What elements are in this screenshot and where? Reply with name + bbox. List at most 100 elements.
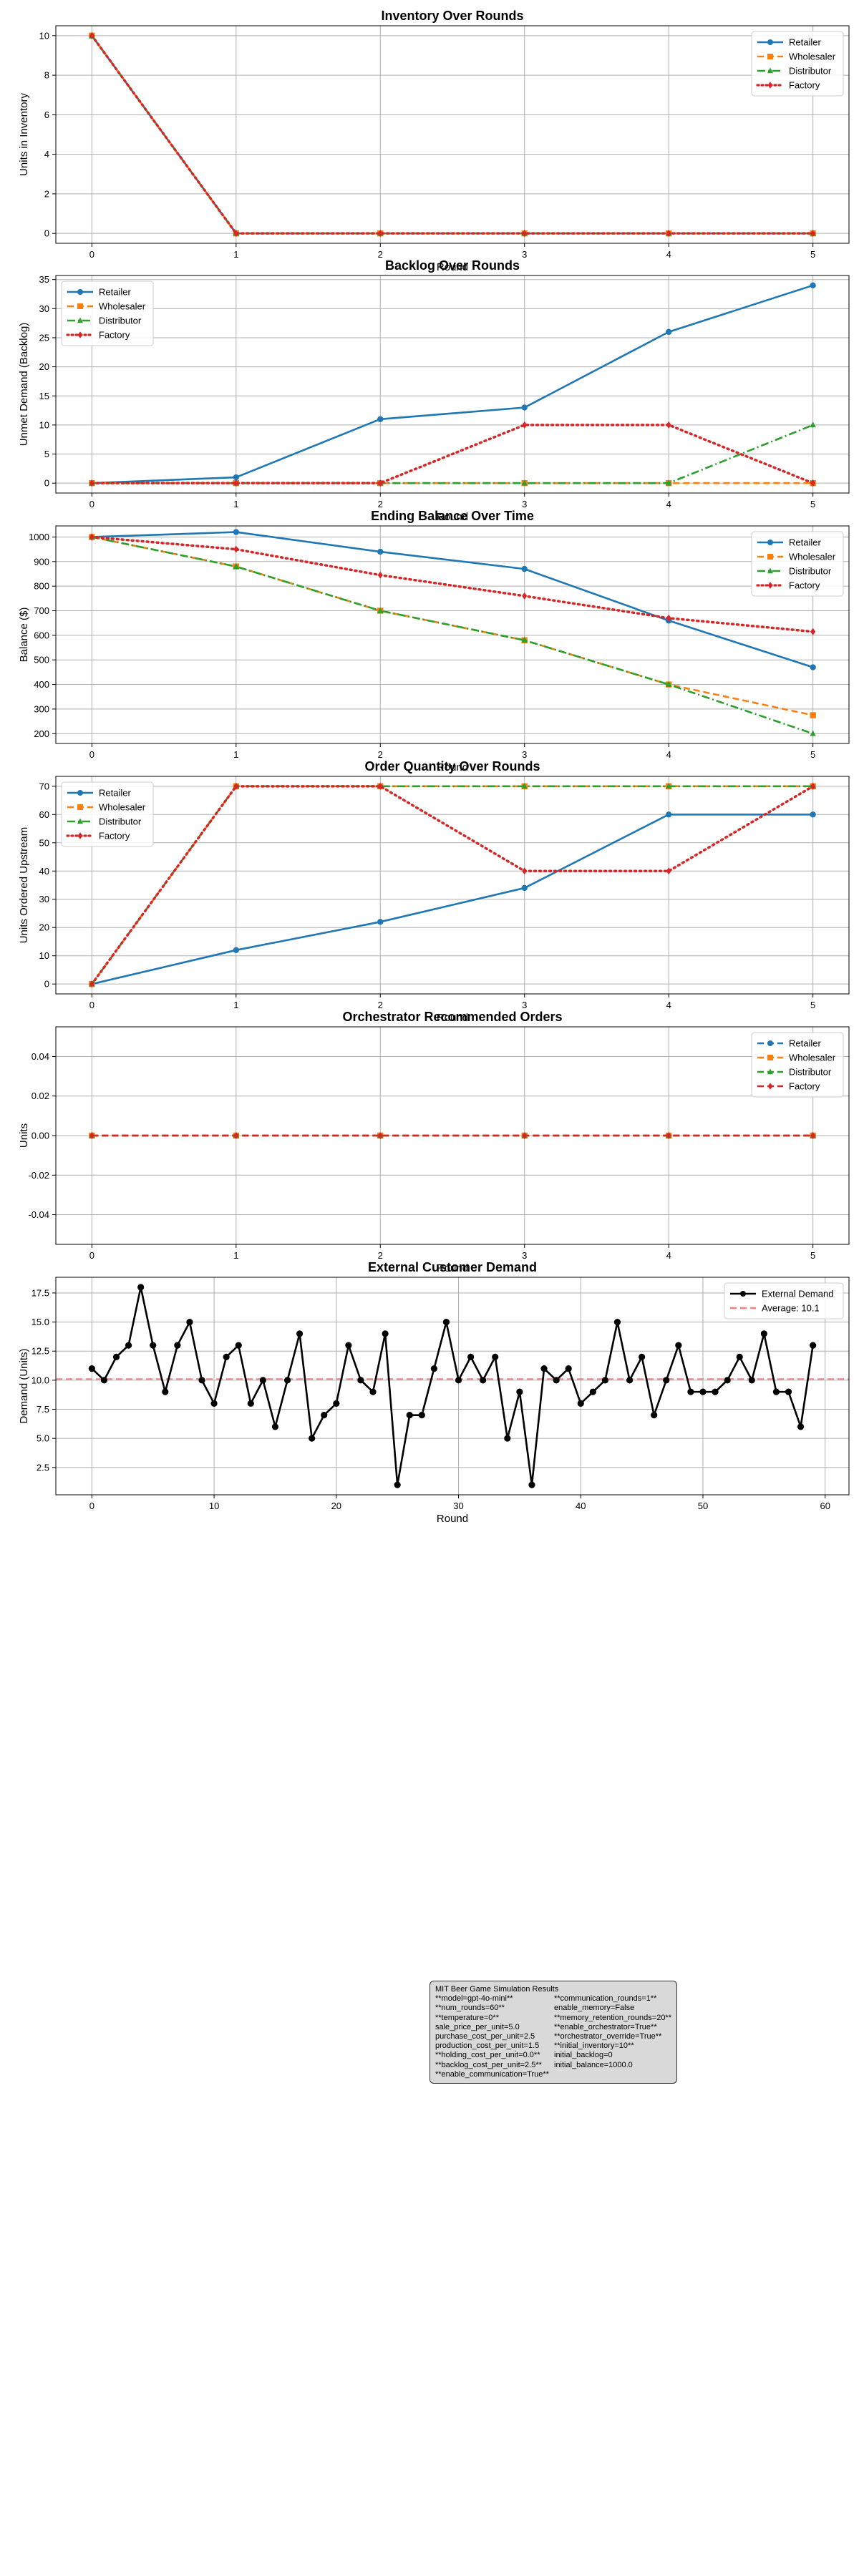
data-point [394, 1481, 401, 1488]
config-item: **initial_inventory=10** [554, 2041, 634, 2051]
data-point [810, 782, 816, 790]
chart-0: 0 1 2 3 4 5 0 2 4 6 8 10 Inventory Over Rounds Round U… [18, 9, 850, 273]
data-point [100, 1377, 108, 1384]
data-point [810, 730, 816, 736]
plot-frame [55, 1026, 850, 1245]
plot-frame [55, 525, 850, 744]
y-tick-label: 700 [34, 605, 49, 616]
config-item: **holding_cost_per_unit=0.0** [435, 2051, 540, 2060]
series-factory [89, 1131, 816, 1140]
data-point [89, 1131, 94, 1140]
data-point [785, 1388, 792, 1395]
data-point [736, 1353, 743, 1360]
legend-box [751, 1032, 844, 1098]
x-tick-label: 4 [666, 1250, 671, 1261]
y-tick-label: 0 [44, 979, 49, 990]
y-axis-label: Unmet Demand (Backlog) [18, 323, 30, 447]
data-point [377, 782, 383, 790]
data-point [810, 479, 816, 487]
x-tick-label: 4 [666, 249, 671, 260]
y-axis-label: Units [18, 1123, 30, 1148]
x-tick-label: 3 [522, 249, 527, 260]
y-tick-label: 7.5 [37, 1404, 49, 1415]
data-point [665, 782, 672, 789]
y-tick-label: 0.00 [31, 1131, 49, 1141]
data-point [577, 1400, 584, 1407]
legend-label: Factory [99, 330, 130, 341]
series-line [92, 284, 814, 484]
legend: Retailer Wholesaler Distributor Factory [751, 31, 844, 97]
data-point [553, 1377, 560, 1384]
plot-frame [55, 1277, 850, 1496]
legend-label: Wholesaler [789, 1053, 836, 1063]
data-point [89, 533, 94, 541]
data-point [639, 1353, 646, 1360]
y-tick-label: 15 [39, 391, 49, 401]
chart-title: External Customer Demand [368, 1260, 537, 1274]
y-tick-label: 0.04 [31, 1051, 49, 1062]
legend-label: Wholesaler [99, 301, 146, 312]
data-point [651, 1412, 658, 1419]
config-item: purchase_cost_per_unit=2.5 [435, 2032, 535, 2041]
config-item: **communication_rounds=1** [554, 1994, 657, 2004]
data-point [125, 1342, 132, 1349]
data-point [186, 1318, 193, 1326]
legend: Retailer Wholesaler Distributor Factory [61, 781, 154, 847]
x-tick-label: 0 [89, 1501, 94, 1511]
y-tick-label: 20 [39, 361, 49, 372]
legend-box [61, 781, 154, 847]
config-row: **holding_cost_per_unit=0.0** initial_bac… [435, 2051, 671, 2060]
data-point [767, 1068, 773, 1075]
legend-label: Factory [789, 1081, 820, 1092]
y-tick-label: 10 [39, 419, 49, 430]
legend-label: Average: 10.1 [762, 1303, 820, 1314]
data-point [666, 421, 671, 429]
x-axis-label: Round [437, 1012, 468, 1024]
y-tick-label: -0.02 [28, 1170, 49, 1181]
data-point [516, 1388, 523, 1395]
y-tick-label: 70 [39, 781, 49, 791]
series-line [90, 424, 815, 484]
legend-label: External Demand [762, 1289, 833, 1299]
config-row: production_cost_per_unit=1.5 **initial_in… [435, 2041, 671, 2051]
y-tick-label: -0.04 [28, 1209, 49, 1220]
data-point [369, 1388, 377, 1395]
x-tick-label: 2 [378, 1250, 383, 1261]
config-summary-box: MIT Beer Game Simulation Results **model… [430, 1981, 677, 2084]
data-point [665, 811, 672, 818]
data-point [797, 1423, 805, 1430]
data-point [233, 479, 239, 487]
data-point [174, 1342, 181, 1349]
data-point [77, 818, 83, 824]
data-point [235, 1342, 242, 1349]
legend-box [724, 1282, 844, 1319]
series-line [92, 424, 814, 484]
y-tick-label: 500 [34, 655, 49, 665]
legend-label: Retailer [99, 788, 131, 799]
data-point [528, 1481, 535, 1488]
data-point [740, 1291, 746, 1297]
y-tick-label: 0 [44, 228, 49, 239]
data-point [504, 1435, 511, 1442]
y-tick-label: 200 [34, 728, 49, 739]
data-point [492, 1353, 499, 1360]
data-point [767, 67, 773, 74]
x-tick-label: 10 [209, 1501, 219, 1511]
plot-area [56, 526, 849, 743]
data-point [521, 782, 528, 789]
config-item: **temperature=0** [435, 2013, 499, 2022]
x-tick-label: 3 [522, 749, 527, 760]
data-point [767, 554, 773, 560]
legend-label: Distributor [99, 816, 142, 827]
x-tick-label: 1 [233, 1000, 238, 1010]
chart-title: Inventory Over Rounds [381, 9, 523, 23]
legend-box [61, 280, 154, 346]
data-point [666, 1131, 671, 1140]
config-item: **num_rounds=60** [435, 2004, 505, 2013]
series-factory [89, 31, 816, 238]
data-point [283, 1377, 291, 1384]
x-tick-label: 0 [89, 1250, 94, 1261]
data-point [810, 230, 816, 238]
data-point [357, 1377, 364, 1384]
y-axis-label: Demand (Units) [18, 1348, 30, 1423]
